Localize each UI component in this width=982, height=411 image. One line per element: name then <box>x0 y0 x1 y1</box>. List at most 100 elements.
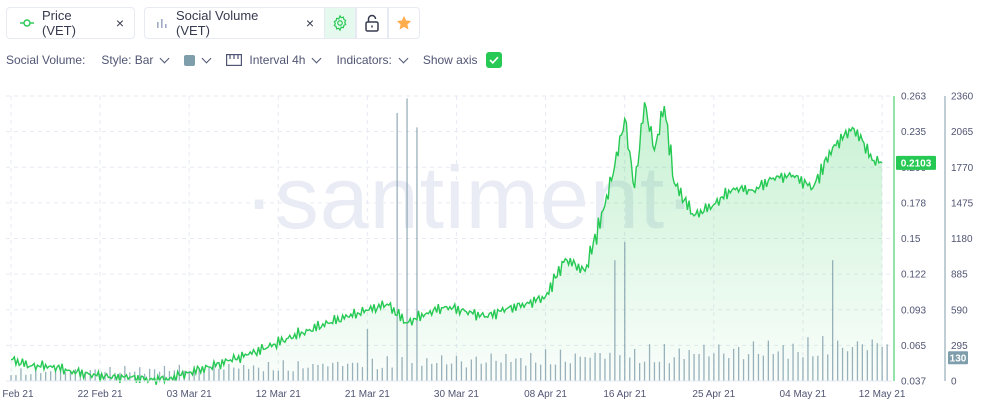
lock-button[interactable] <box>356 7 388 39</box>
volume-bar <box>653 362 656 381</box>
settings-button[interactable] <box>324 7 356 39</box>
volume-bar <box>668 363 670 381</box>
settings-bar: Social Volume: Style: Bar Interval 4h In… <box>6 52 518 68</box>
volume-bar <box>371 358 373 381</box>
volume-bar <box>648 344 651 381</box>
volume-bar <box>347 363 349 381</box>
volume-bar <box>772 354 774 381</box>
volume-bar <box>698 354 700 381</box>
volume-bar <box>480 363 482 381</box>
volume-bar <box>634 348 636 381</box>
volume-bar <box>688 350 690 381</box>
volume-bar <box>149 368 151 381</box>
volume-bar <box>520 358 522 381</box>
indicators-dropdown[interactable]: Indicators: <box>336 53 409 67</box>
volume-bar <box>50 371 52 381</box>
volume-bar <box>84 371 86 381</box>
watermark: ·santiment· <box>244 148 695 247</box>
volume-bar <box>332 362 334 381</box>
volume-bar <box>158 371 161 381</box>
volume-bar <box>723 353 725 381</box>
volume-bar <box>629 357 631 381</box>
volume-bar <box>782 345 784 381</box>
volume-bar <box>228 363 230 381</box>
volume-bar <box>792 343 794 381</box>
volume-bar <box>455 356 458 381</box>
lock-icon <box>364 14 380 32</box>
star-icon <box>395 14 413 32</box>
volume-bar <box>441 355 443 381</box>
tab-price[interactable]: Price (VET) × <box>6 7 135 39</box>
volume-bar <box>485 362 487 381</box>
interval-dropdown[interactable]: Interval 4h <box>226 53 322 67</box>
volume-bar <box>361 367 364 381</box>
volume-bar <box>243 364 245 381</box>
volume-bar <box>356 362 359 381</box>
volume-bar <box>762 355 764 381</box>
volume-bar <box>317 364 319 381</box>
volume-bar <box>59 369 62 381</box>
volume-bar <box>673 357 675 381</box>
volume-bar <box>153 369 156 381</box>
volume-bar <box>30 374 32 381</box>
show-axis-toggle[interactable]: Show axis <box>423 52 502 68</box>
price-area <box>11 102 883 385</box>
volume-bar <box>386 356 388 381</box>
volume-bar <box>846 351 849 381</box>
volume-bar <box>252 365 255 381</box>
volume-bar <box>525 365 527 381</box>
volume-bar <box>208 368 210 381</box>
price-tick-label: 0.235 <box>901 127 926 138</box>
volume-bar <box>223 369 225 381</box>
volume-bar <box>287 370 289 381</box>
x-tick-label: 08 Apr 21 <box>524 389 567 400</box>
volume-bar <box>421 365 423 381</box>
volume-bar <box>64 372 67 381</box>
volume-bar <box>812 356 814 381</box>
gear-icon <box>331 14 349 32</box>
volume-bar <box>530 352 532 381</box>
volume-bar <box>277 370 279 381</box>
current-price-badge <box>896 155 936 170</box>
volume-bar <box>549 364 552 381</box>
style-dropdown[interactable]: Style: Bar <box>101 53 170 67</box>
tab-social-volume[interactable]: Social Volume (VET) × <box>144 7 324 39</box>
volume-bar <box>436 363 438 381</box>
color-dropdown[interactable] <box>184 53 212 66</box>
volume-bar <box>144 373 146 381</box>
close-icon[interactable]: × <box>115 15 124 31</box>
volume-bar <box>777 351 779 381</box>
volume-bar <box>366 329 369 381</box>
volume-bar <box>267 362 270 381</box>
volume-bar <box>574 353 576 381</box>
volume-bar <box>337 361 339 381</box>
price-line-icon <box>20 18 34 28</box>
chevron-down-icon <box>159 53 170 63</box>
volume-bar <box>851 347 854 381</box>
close-icon[interactable]: × <box>305 15 314 31</box>
current-value-labels: 0.2103 130 <box>896 155 968 365</box>
price-area-fill <box>11 102 883 385</box>
checkbox-checked[interactable] <box>485 52 502 68</box>
volume-bar <box>431 363 433 381</box>
favorite-button[interactable] <box>388 7 420 39</box>
volume-bar <box>312 364 314 381</box>
volume-bar <box>544 349 547 381</box>
volume-bar <box>406 98 408 382</box>
volume-bar <box>79 371 81 381</box>
volume-bar <box>272 370 274 381</box>
x-tick-label: 16 Apr 21 <box>603 389 646 400</box>
volume-bar <box>569 363 571 381</box>
volume-bar <box>10 375 12 381</box>
chart-grid <box>6 95 892 382</box>
volume-bar <box>446 364 448 381</box>
volume-bar <box>124 366 126 381</box>
volume-bar <box>807 337 809 381</box>
volume-bar <box>198 368 200 381</box>
volume-bar <box>69 370 72 381</box>
chevron-down-icon <box>312 53 322 63</box>
volume-bar <box>168 371 171 381</box>
volume-bar <box>822 336 824 381</box>
volume-bar <box>490 353 492 381</box>
volume-bar <box>426 358 428 381</box>
